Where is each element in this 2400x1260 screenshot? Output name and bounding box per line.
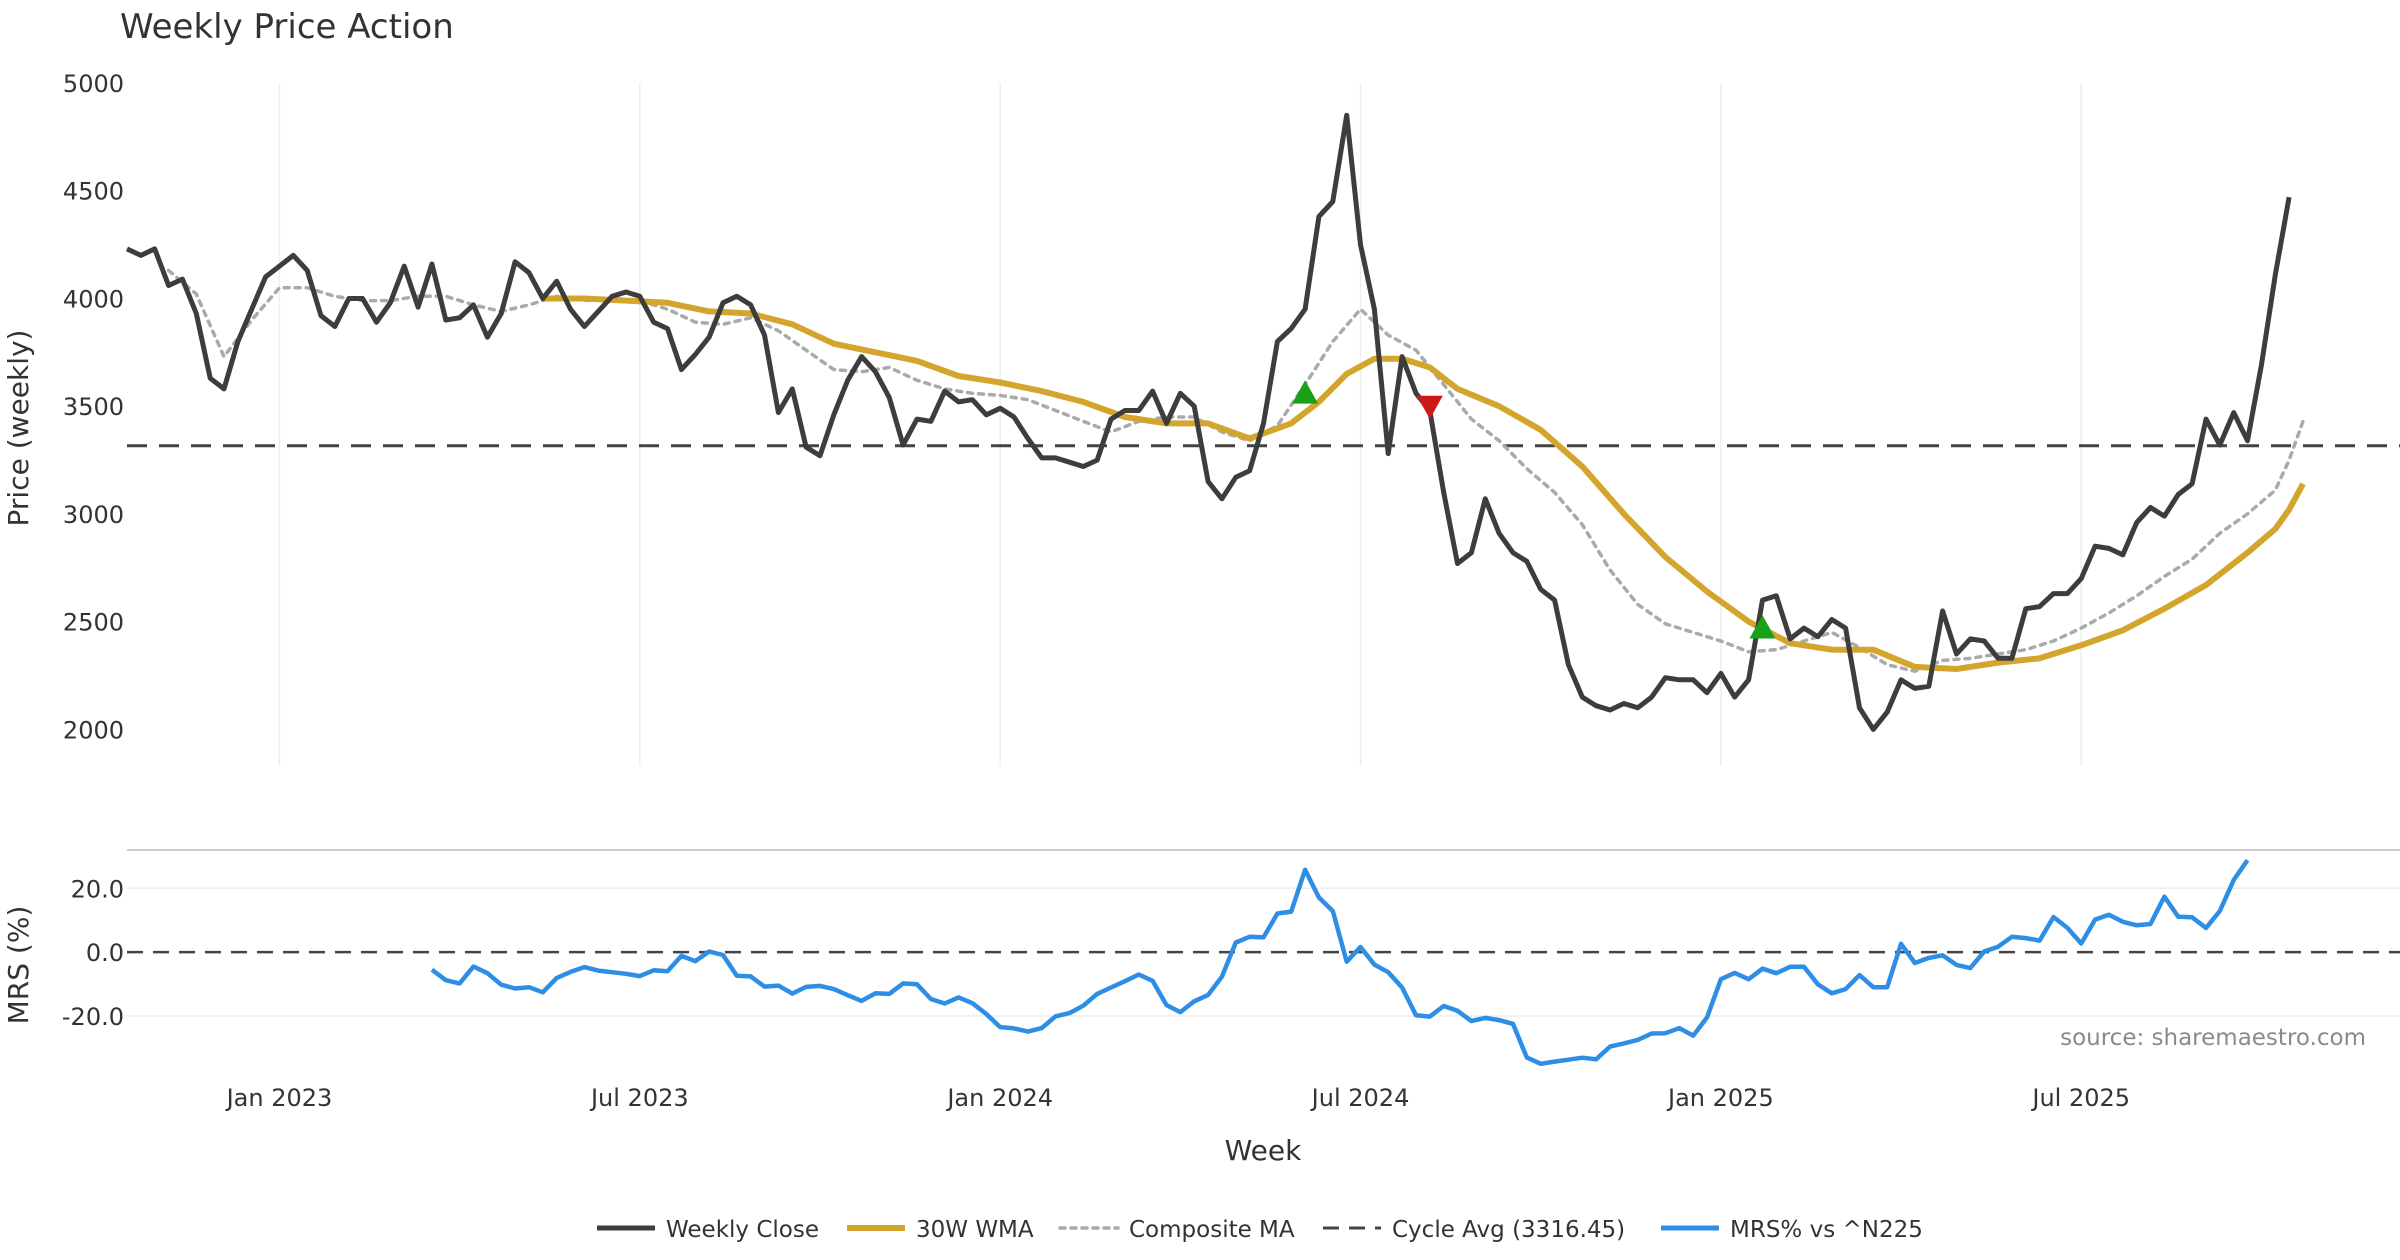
legend-label-mrs: MRS% vs ^N225 [1730, 1217, 1923, 1243]
legend-label-close: Weekly Close [666, 1217, 819, 1243]
signal-markers [1292, 380, 1776, 639]
price-y-axis-ticks: 2000 2500 3000 3500 4000 4500 5000 [63, 70, 124, 744]
legend: Weekly Close 30W WMA Composite MA Cycle … [597, 1217, 1923, 1243]
x-tick-label: Jan 2025 [1666, 1084, 1774, 1112]
x-tick-label: Jul 2023 [589, 1084, 689, 1112]
chart-title: Weekly Price Action [120, 7, 454, 47]
weekly-close-series [125, 112, 2292, 732]
sell-signal-marker [1416, 395, 1443, 420]
wma-30w-series [542, 295, 2306, 672]
legend-label-cycle: Cycle Avg (3316.45) [1392, 1217, 1625, 1243]
gridlines [127, 83, 2400, 1017]
price-y-tick-label: 4500 [63, 178, 124, 206]
legend-label-wma: 30W WMA [916, 1217, 1034, 1243]
buy-signal-marker [1749, 615, 1776, 639]
price-y-tick-label: 2000 [63, 716, 124, 744]
x-tick-label: Jan 2024 [945, 1084, 1053, 1112]
source-note: source: sharemaestro.com [2060, 1025, 2366, 1051]
x-tick-label: Jul 2025 [2030, 1084, 2130, 1112]
mrs-y-axis-label: MRS (%) [2, 906, 35, 1025]
legend-label-composite: Composite MA [1129, 1217, 1295, 1243]
mrs-series [430, 858, 2250, 1067]
x-tick-label: Jul 2024 [1310, 1084, 1410, 1112]
price-y-tick-label: 2500 [63, 609, 124, 637]
price-y-tick-label: 4000 [63, 285, 124, 313]
x-axis-label: Week [1225, 1134, 1302, 1167]
mrs-y-tick-label: 20.0 [71, 875, 124, 903]
x-tick-label: Jan 2023 [225, 1084, 333, 1112]
price-y-axis-label: Price (weekly) [2, 330, 35, 527]
x-axis-ticks: Jan 2023 Jul 2023 Jan 2024 Jul 2024 Jan 2025… [225, 1084, 2130, 1112]
mrs-y-axis-ticks: 20.0 0.0 -20.0 [62, 875, 124, 1031]
buy-signal-marker [1292, 380, 1319, 404]
mrs-y-tick-label: 0.0 [86, 939, 124, 967]
price-y-tick-label: 3000 [63, 501, 124, 529]
price-y-tick-label: 5000 [63, 70, 124, 98]
price-y-tick-label: 3500 [63, 393, 124, 421]
mrs-y-tick-label: -20.0 [62, 1003, 124, 1031]
